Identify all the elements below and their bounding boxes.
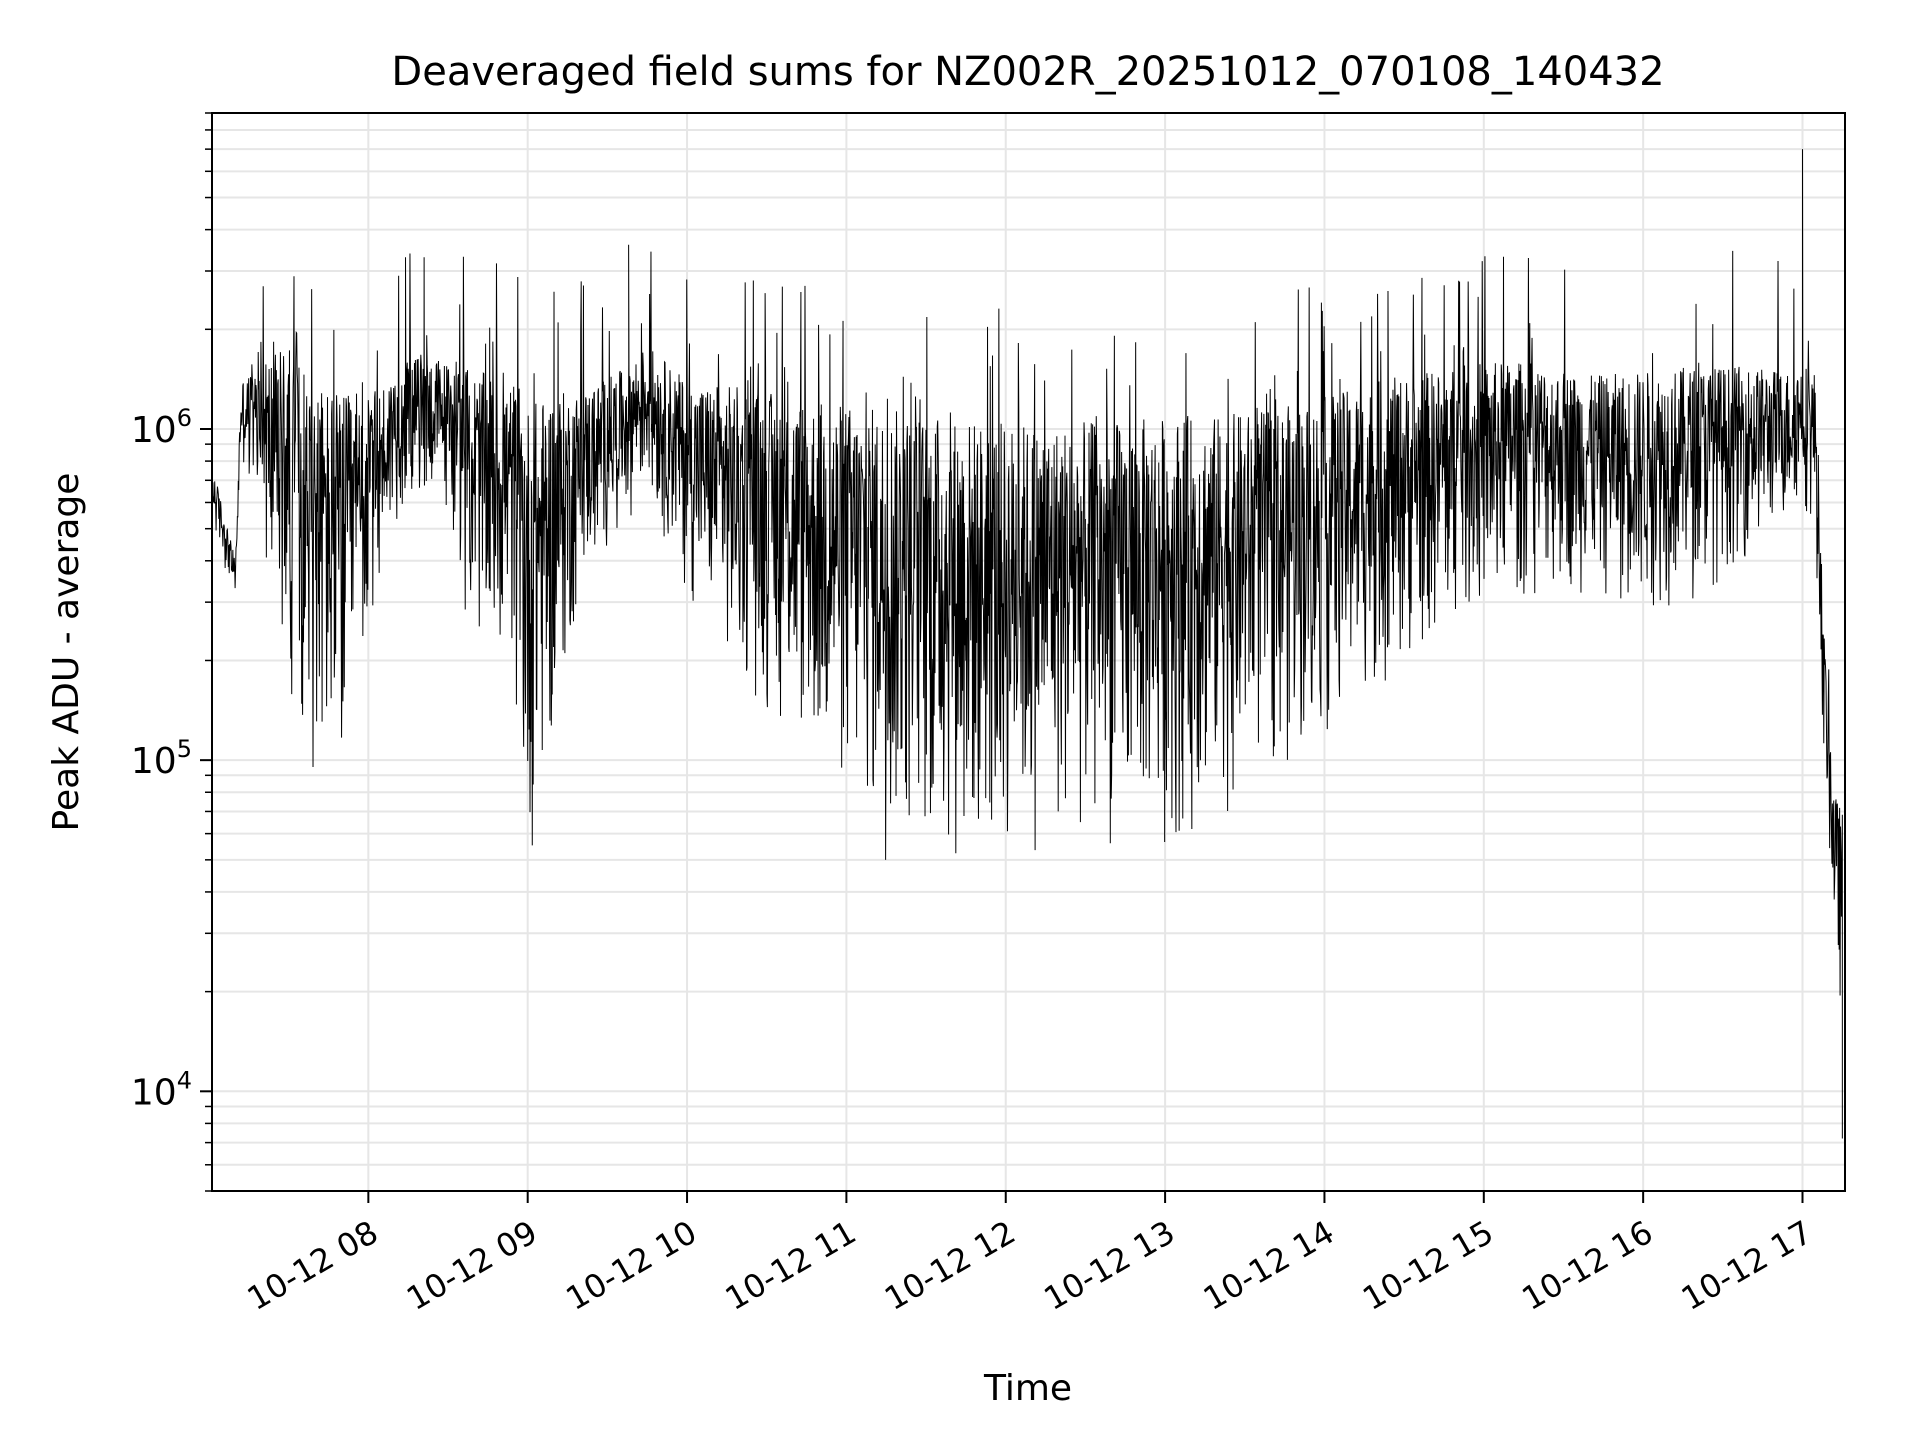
y-tick-label: 104 [131, 1066, 192, 1113]
y-tick-label: 105 [131, 735, 192, 782]
y-tick-label: 106 [131, 404, 192, 451]
x-axis-label: Time [983, 1368, 1072, 1409]
plot-frame [211, 112, 1846, 1192]
y-axis: 104 105 106 [131, 112, 212, 1192]
chart-title: Deaveraged field sums for NZ002R_2025101… [391, 49, 1664, 95]
series-line [212, 149, 1843, 1139]
y-axis-label: Peak ADU - average [46, 473, 87, 832]
